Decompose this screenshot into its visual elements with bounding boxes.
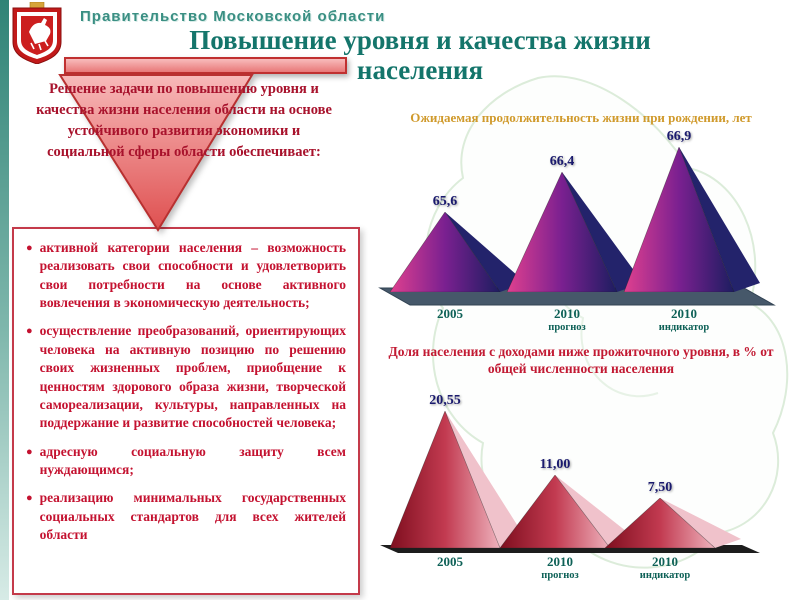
value-label: 11,00 xyxy=(539,457,571,472)
callout-banner-bar xyxy=(64,57,347,74)
pyramid-2010-forecast: 11,00 xyxy=(500,457,650,548)
bullet-text: адресную социальную защиту всем нуждающи… xyxy=(39,443,346,477)
bullet-text: реализацию минимальных государственных с… xyxy=(39,490,346,543)
bullet-icon: ● xyxy=(26,445,33,458)
value-label: 65,6 xyxy=(432,194,458,209)
value-label: 66,9 xyxy=(666,129,692,144)
life-expectancy-chart: Ожидаемая продолжительность жизни при ро… xyxy=(362,98,800,350)
bullet-panel: ● активной категории населения – возможн… xyxy=(12,227,360,595)
pyramid-shape xyxy=(390,212,526,292)
poverty-share-chart: Доля населения с доходами ниже прожиточн… xyxy=(362,338,800,595)
bullet-icon: ● xyxy=(26,325,33,338)
pyramid-2005: 65,6 xyxy=(390,194,540,292)
list-item: ● осуществление преобразований, ориентир… xyxy=(26,322,346,432)
pyramid-shape xyxy=(500,475,636,548)
value-label: 20,55 xyxy=(429,393,461,408)
pyramid-shape xyxy=(605,498,741,548)
coat-of-arms xyxy=(12,2,62,64)
x-axis-label: 2005 xyxy=(437,306,463,321)
chart-title: Доля населения с доходами ниже прожиточн… xyxy=(388,344,774,376)
pyramid-2005: 20,55 xyxy=(390,393,540,548)
page-title-line1: Повышение уровня и качества жизни xyxy=(189,25,651,55)
pyramid-shape xyxy=(507,172,643,292)
value-label: 7,50 xyxy=(647,480,673,495)
pyramid-2010-indicator: 7,50 xyxy=(605,480,755,548)
bullet-icon: ● xyxy=(26,492,33,505)
pyramid-2010-forecast: 66,4 xyxy=(507,154,657,292)
x-axis-label: 2010 индикатор xyxy=(639,554,691,581)
callout-down-arrow xyxy=(58,74,254,232)
bullet-icon: ● xyxy=(26,242,33,254)
pyramid-shape xyxy=(390,411,526,548)
callout-heading: Решение задачи по повышению уровня и кач… xyxy=(36,81,332,161)
chart-title: Ожидаемая продолжительность жизни при ро… xyxy=(410,110,752,125)
list-item: ● активной категории населения – возможн… xyxy=(26,239,346,312)
left-accent-strip xyxy=(0,0,9,600)
pyramid-shape xyxy=(624,147,760,292)
value-label: 66,4 xyxy=(549,154,575,169)
page-title-line2: населения xyxy=(356,54,484,85)
pyramid-2010-indicator: 66,9 xyxy=(624,129,774,292)
x-axis-label: 2010 прогноз xyxy=(541,554,579,581)
page-title: Повышение уровня и качества жизни населе… xyxy=(70,25,770,85)
bullet-text: осуществление преобразований, ориентирую… xyxy=(39,323,346,431)
x-axis-label: 2010 прогноз xyxy=(548,306,586,333)
list-item: ● адресную социальную защиту всем нуждаю… xyxy=(26,443,346,480)
x-axis-label: 2005 xyxy=(437,554,463,569)
x-axis-label: 2010 индикатор xyxy=(658,306,710,333)
org-name: Правительство Московской области xyxy=(80,8,386,25)
list-item: ● реализацию минимальных государственных… xyxy=(26,489,346,544)
bullet-text: активной категории населения – возможнос… xyxy=(39,240,346,311)
